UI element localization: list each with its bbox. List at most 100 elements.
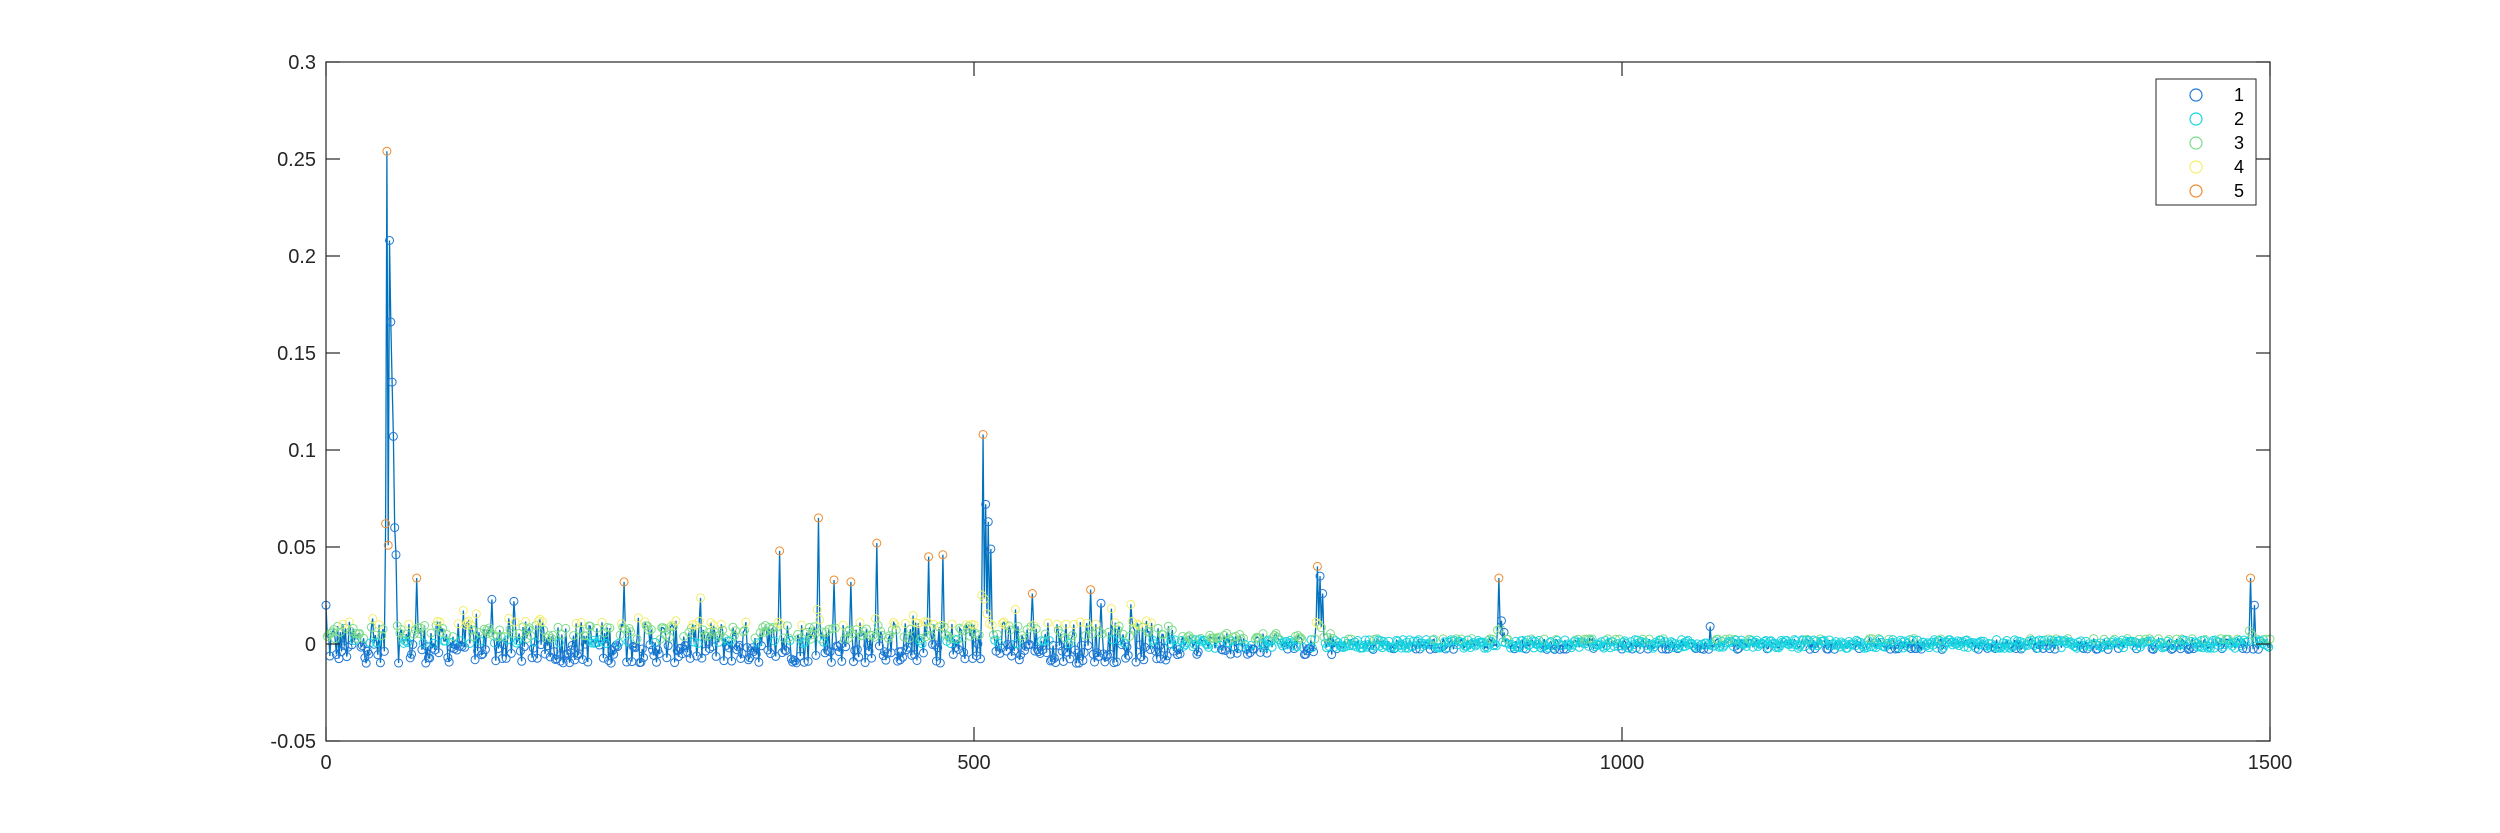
data-point	[1309, 647, 1319, 657]
data-point	[1714, 642, 1724, 652]
data-point	[1122, 642, 1132, 652]
data-point	[1048, 640, 1058, 650]
data-point	[1677, 635, 1687, 645]
data-point	[448, 632, 458, 642]
data-point	[780, 645, 790, 655]
data-point	[938, 550, 948, 560]
data-point	[953, 644, 963, 654]
data-point	[543, 641, 553, 651]
data-point	[1491, 641, 1501, 651]
data-point	[383, 540, 393, 550]
data-point	[769, 636, 779, 646]
data-point	[1136, 652, 1146, 662]
data-point	[429, 638, 439, 648]
data-point	[1966, 638, 1976, 648]
legend-box	[2155, 78, 2257, 206]
y-tick-label: 0.1	[288, 440, 316, 462]
data-point	[841, 642, 851, 652]
data-point	[860, 658, 870, 668]
data-point	[442, 629, 452, 639]
data-point	[1147, 618, 1157, 628]
data-point	[554, 638, 564, 648]
data-point	[720, 634, 730, 644]
data-point	[375, 658, 385, 668]
data-point	[778, 633, 788, 643]
data-point	[1112, 657, 1122, 667]
data-point	[1215, 640, 1225, 650]
data-point	[978, 429, 988, 439]
y-tick-label: 0.25	[277, 149, 316, 171]
data-point	[484, 623, 494, 633]
data-point	[917, 639, 927, 649]
data-point	[523, 625, 533, 635]
data-point	[808, 627, 818, 637]
data-point	[654, 649, 664, 659]
data-point	[1084, 624, 1094, 634]
data-point	[365, 638, 375, 648]
data-point	[751, 649, 761, 659]
data-point	[659, 624, 669, 634]
data-point	[973, 639, 983, 649]
data-point	[664, 632, 674, 642]
data-point	[692, 651, 702, 661]
data-point	[378, 624, 388, 634]
data-point	[407, 649, 417, 659]
data-point	[922, 617, 932, 627]
data-point	[601, 638, 611, 648]
data-point	[1909, 634, 1919, 644]
y-tick-label: -0.05	[270, 731, 316, 753]
data-point	[583, 657, 593, 667]
data-point	[521, 617, 531, 627]
data-point	[1161, 655, 1171, 665]
data-point	[611, 640, 621, 650]
x-tick-label: 0	[320, 752, 331, 774]
data-point	[510, 617, 520, 627]
data-point	[1263, 635, 1273, 645]
data-point	[1795, 641, 1805, 651]
data-point	[759, 627, 769, 637]
data-point	[793, 629, 803, 639]
data-point	[456, 636, 466, 646]
x-tick-label: 1000	[1600, 752, 1645, 774]
data-point	[2181, 636, 2191, 646]
data-point	[350, 636, 360, 646]
data-point	[1428, 635, 1438, 645]
data-point	[1126, 599, 1136, 609]
data-point	[1095, 627, 1105, 637]
data-point	[906, 624, 915, 634]
data-point	[930, 640, 940, 650]
data-point	[1296, 633, 1306, 643]
data-point	[532, 653, 542, 663]
data-point	[1069, 619, 1079, 629]
data-point	[975, 654, 985, 664]
data-point	[1140, 642, 1150, 652]
data-point	[1224, 634, 1234, 644]
data-point	[1031, 624, 1041, 634]
data-point	[391, 550, 401, 560]
y-tick-label: 0.15	[277, 343, 316, 365]
data-point	[400, 636, 410, 646]
data-point	[623, 637, 633, 647]
data-point	[1493, 625, 1503, 635]
data-point	[1223, 638, 1233, 648]
data-point	[506, 648, 516, 658]
data-point	[2132, 644, 2142, 654]
data-point	[1202, 640, 1212, 650]
data-point	[651, 657, 661, 667]
data-point	[458, 605, 468, 615]
data-point	[364, 649, 374, 659]
data-point	[1490, 640, 1500, 650]
data-point	[567, 640, 577, 650]
data-point	[1064, 638, 1074, 648]
data-point	[1318, 589, 1328, 599]
data-point	[454, 641, 464, 651]
data-point	[1083, 641, 1093, 651]
data-point	[815, 615, 825, 625]
data-point	[1995, 643, 2005, 653]
data-point	[723, 636, 733, 646]
data-point	[1118, 629, 1128, 639]
data-point	[1892, 642, 1902, 652]
data-point	[863, 640, 873, 650]
data-point	[1703, 640, 1713, 650]
